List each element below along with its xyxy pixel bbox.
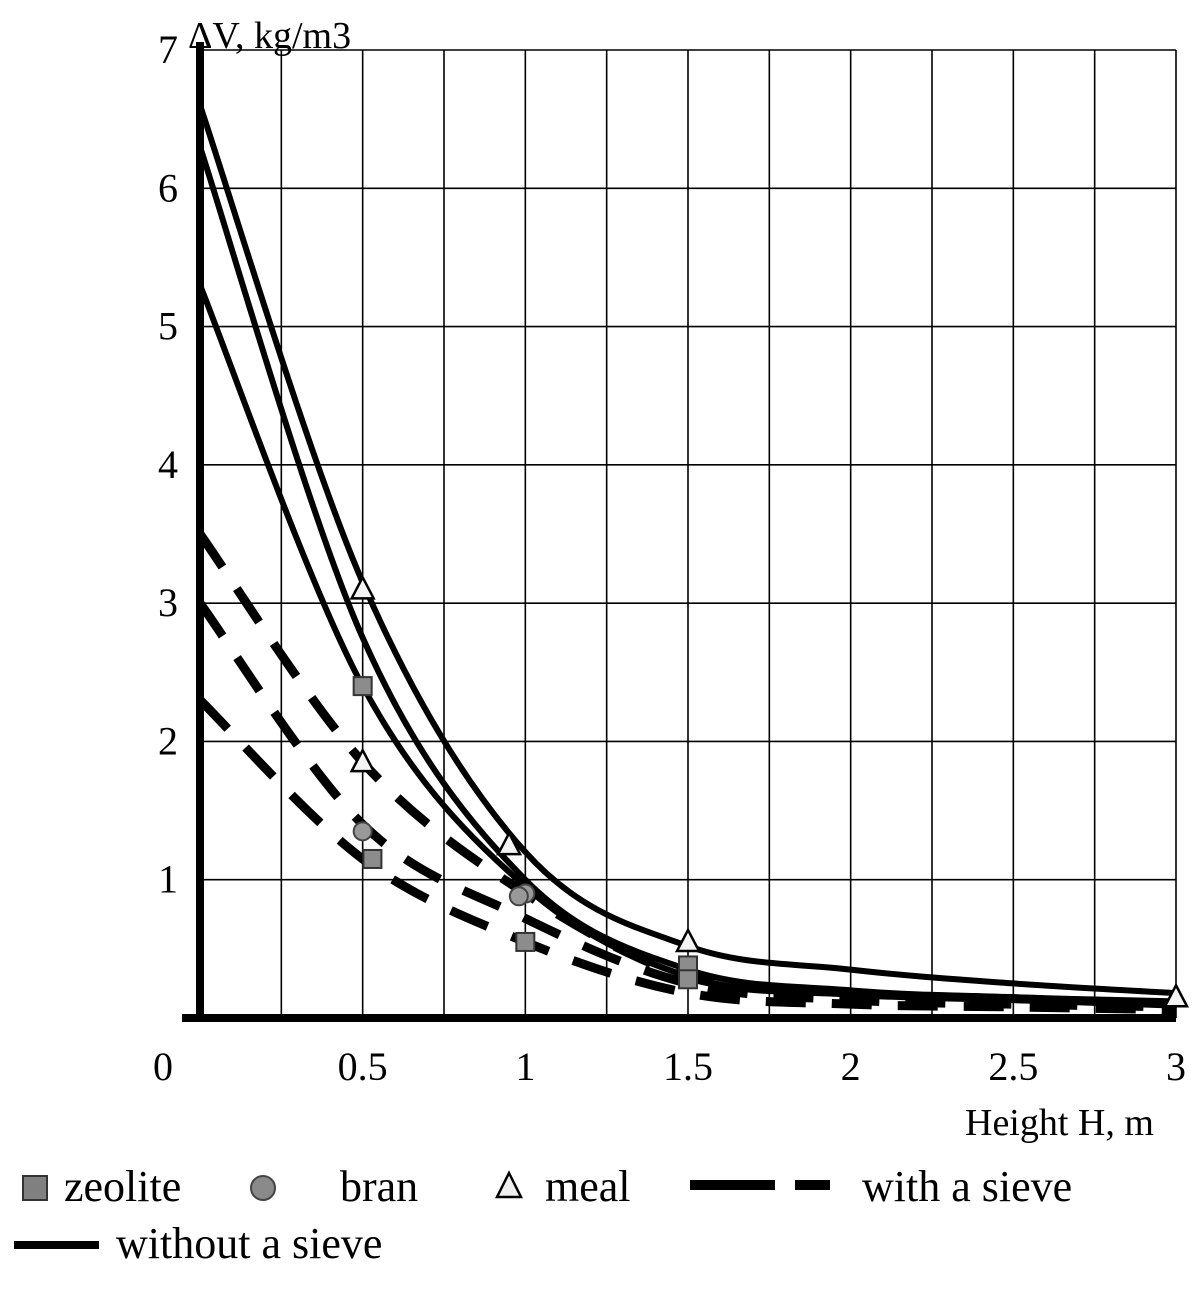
x-tick-label: 1 (515, 1044, 535, 1089)
markers-group (349, 574, 1190, 1008)
y-axis-title: ΔV, kg/m3 (188, 15, 351, 57)
data-point-zeolite (352, 676, 373, 697)
data-point-meal (674, 927, 702, 953)
series-group (196, 104, 1177, 1015)
series-line-with-sieve-meal (196, 531, 1177, 1009)
series-line-with-sieve-bran (196, 600, 1177, 1012)
y-tick-label: 3 (158, 580, 178, 625)
x-tick-label: 0.5 (338, 1044, 388, 1089)
data-point-zeolite (515, 931, 536, 952)
data-point-bran (352, 821, 373, 842)
x-tick-label: 2.5 (988, 1044, 1038, 1089)
data-point-meal (496, 830, 523, 856)
x-tick-label: 3 (1166, 1044, 1186, 1089)
series-line-without-sieve-meal (197, 104, 1177, 997)
y-tick-label: 6 (158, 165, 178, 210)
x-tick-label: 0 (153, 1044, 173, 1089)
grid (199, 49, 1177, 1019)
x-tick-label: 1.5 (663, 1044, 713, 1089)
y-tick-label: 1 (158, 857, 178, 902)
y-tick-label: 2 (158, 718, 178, 763)
tick-labels: 0 0.5 1 1.5 2 2.5 3 1 2 3 4 5 6 7 (153, 27, 1186, 1089)
series-line-with-sieve-zeolite (196, 696, 1177, 1015)
data-point-meal (349, 574, 376, 600)
data-point-meal (349, 747, 376, 773)
axes (182, 42, 1176, 1022)
x-tick-label: 2 (841, 1044, 861, 1089)
data-point-meal (1162, 982, 1190, 1008)
data-point-zeolite (678, 969, 698, 990)
y-tick-label: 7 (158, 27, 178, 72)
data-point-bran (508, 886, 529, 907)
y-tick-label: 4 (158, 442, 178, 487)
x-axis-title: Height H, m (965, 1102, 1154, 1144)
data-point-zeolite (362, 848, 383, 869)
y-tick-label: 5 (158, 304, 178, 349)
